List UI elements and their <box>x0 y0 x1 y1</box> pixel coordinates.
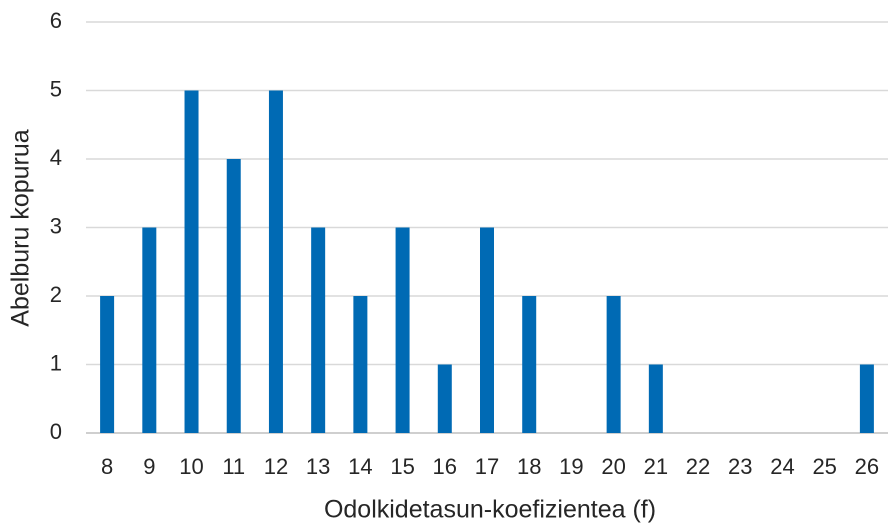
bar <box>480 227 494 433</box>
x-tick-label: 9 <box>143 454 155 479</box>
y-tick-label: 1 <box>50 350 62 375</box>
x-tick-label: 20 <box>601 454 625 479</box>
y-tick-label: 2 <box>50 282 62 307</box>
bar <box>522 296 537 433</box>
bar <box>859 364 874 433</box>
bar <box>648 364 663 433</box>
x-tick-label: 16 <box>433 454 457 479</box>
y-tick-label: 4 <box>50 145 62 170</box>
y-tick-label: 5 <box>50 76 62 101</box>
x-tick-label: 14 <box>348 454 372 479</box>
x-tick-label: 17 <box>475 454 499 479</box>
bar <box>142 227 157 433</box>
y-tick-label: 3 <box>50 213 62 238</box>
bar <box>100 296 115 433</box>
x-tick-label: 25 <box>812 454 836 479</box>
x-tick-label: 23 <box>728 454 752 479</box>
bar <box>311 227 326 433</box>
x-tick-label: 13 <box>306 454 330 479</box>
bar <box>226 159 241 433</box>
x-tick-label: 18 <box>517 454 541 479</box>
y-tick-label: 6 <box>50 8 62 33</box>
x-tick-label: 26 <box>855 454 879 479</box>
bar <box>184 90 199 433</box>
x-tick-label: 12 <box>264 454 288 479</box>
x-tick-label: 19 <box>559 454 583 479</box>
x-tick-label: 21 <box>644 454 668 479</box>
bar <box>268 90 283 433</box>
x-axis-title: Odolkidetasun-koefizientea (f) <box>324 496 656 524</box>
x-tick-label: 15 <box>390 454 414 479</box>
y-axis-title: Abelburu kopurua <box>7 129 35 326</box>
x-tick-label: 22 <box>686 454 710 479</box>
bar <box>353 296 368 433</box>
bar <box>395 227 410 433</box>
bar <box>606 296 621 433</box>
x-tick-label: 10 <box>179 454 203 479</box>
x-tick-label: 24 <box>770 454 794 479</box>
x-tick-label: 8 <box>101 454 113 479</box>
x-tick-label: 11 <box>222 454 245 479</box>
bar <box>437 364 452 433</box>
y-tick-label: 0 <box>50 419 62 444</box>
